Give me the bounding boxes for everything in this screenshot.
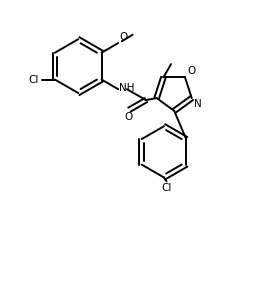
- Text: N: N: [194, 99, 202, 109]
- Text: O: O: [124, 112, 133, 122]
- Text: O: O: [119, 32, 127, 42]
- Text: Cl: Cl: [162, 183, 172, 193]
- Text: NH: NH: [119, 84, 135, 94]
- Text: Cl: Cl: [29, 75, 39, 85]
- Text: O: O: [187, 66, 195, 76]
